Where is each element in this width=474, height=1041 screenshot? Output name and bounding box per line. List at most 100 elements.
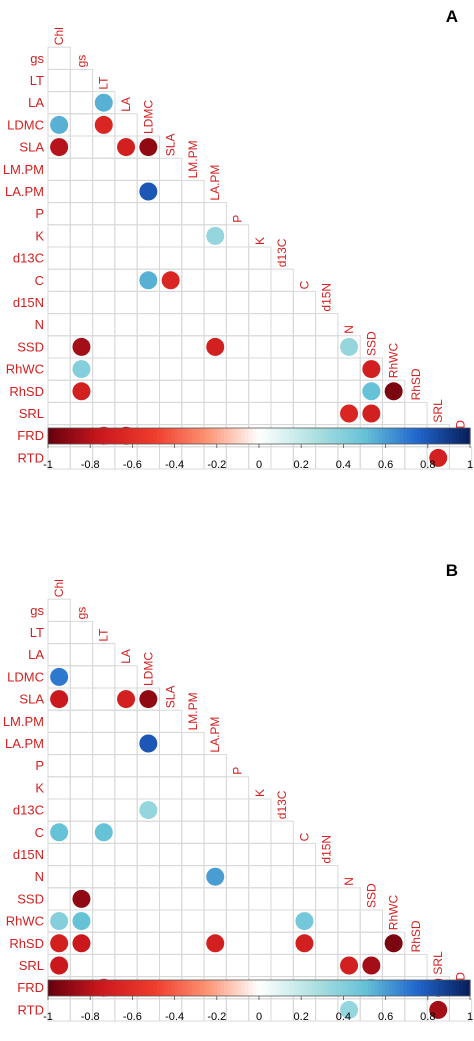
colorbar-segment bbox=[276, 428, 281, 444]
grid-cell bbox=[114, 842, 138, 867]
grid-cell bbox=[270, 909, 294, 933]
colorbar-segment bbox=[241, 428, 246, 444]
colorbar-segment bbox=[420, 980, 425, 996]
row-label: RTD bbox=[18, 450, 44, 465]
grid-cell bbox=[248, 401, 272, 426]
grid-cell bbox=[114, 953, 138, 978]
correlation-circle bbox=[362, 404, 381, 423]
colorbar-segment bbox=[164, 980, 169, 996]
colorbar-segment bbox=[51, 428, 56, 444]
row-label: RhWC bbox=[6, 914, 44, 929]
grid-cell bbox=[270, 268, 294, 292]
colorbar-segment bbox=[216, 428, 221, 444]
colorbar-segment bbox=[427, 428, 432, 444]
colorbar-tick-label: 0 bbox=[256, 1011, 262, 1023]
grid-cell bbox=[47, 401, 71, 426]
column-label: N bbox=[342, 877, 356, 886]
row-label: LM.PM bbox=[3, 162, 44, 177]
colorbar-segment bbox=[308, 428, 313, 444]
colorbar-segment bbox=[462, 980, 468, 996]
grid-cell bbox=[382, 953, 406, 978]
colorbar-segment bbox=[399, 428, 404, 444]
grid-cell bbox=[181, 909, 205, 933]
colorbar-segment bbox=[364, 428, 369, 444]
correlation-circle bbox=[50, 823, 69, 842]
colorbar-segment bbox=[455, 980, 461, 996]
correlation-circle bbox=[429, 1000, 448, 1019]
grid-cell bbox=[159, 865, 183, 889]
colorbar-segment bbox=[128, 428, 133, 444]
grid-cell bbox=[69, 179, 94, 204]
grid-cell bbox=[69, 953, 94, 978]
colorbar-segment bbox=[273, 428, 278, 444]
column-label: d13C bbox=[275, 238, 289, 267]
grid-cell bbox=[181, 202, 205, 226]
colorbar-segment bbox=[107, 980, 112, 996]
colorbar-segment bbox=[48, 980, 53, 996]
colorbar-segment bbox=[139, 428, 144, 444]
grid-cell bbox=[69, 731, 94, 756]
colorbar-segment bbox=[230, 428, 235, 444]
correlation-circle bbox=[206, 934, 225, 953]
colorbar-segment bbox=[216, 980, 221, 996]
correlation-circle bbox=[340, 337, 359, 356]
grid-cell bbox=[159, 931, 183, 955]
grid-cell bbox=[270, 887, 294, 911]
grid-cell bbox=[92, 335, 116, 359]
grid-cell bbox=[292, 842, 317, 867]
colorbar-segment bbox=[332, 428, 337, 444]
grid-cell bbox=[248, 887, 272, 911]
colorbar-segment bbox=[413, 980, 418, 996]
colorbar-segment bbox=[178, 980, 183, 996]
column-label: P bbox=[231, 767, 245, 775]
colorbar-segment bbox=[69, 428, 74, 444]
column-label: d15N bbox=[320, 283, 334, 312]
column-label: K bbox=[253, 789, 267, 797]
grid-cell bbox=[292, 290, 317, 315]
row-label: LDMC bbox=[7, 117, 44, 132]
correlation-circle bbox=[206, 867, 225, 886]
colorbar-segment bbox=[167, 428, 172, 444]
colorbar-segment bbox=[181, 980, 186, 996]
grid-cell bbox=[181, 931, 205, 955]
grid-cell bbox=[159, 820, 183, 844]
grid-cell bbox=[181, 401, 205, 426]
grid-cell bbox=[359, 909, 384, 933]
grid-cell bbox=[404, 953, 428, 978]
grid-cell bbox=[248, 313, 272, 337]
grid-cell bbox=[47, 379, 71, 403]
grid-cell bbox=[270, 446, 294, 470]
grid-cell bbox=[159, 357, 183, 381]
colorbar-segment bbox=[244, 428, 250, 444]
grid-cell bbox=[270, 379, 294, 403]
colorbar-segment bbox=[360, 428, 366, 444]
colorbar-segment bbox=[72, 980, 77, 996]
grid-cell bbox=[92, 842, 116, 867]
colorbar-segment bbox=[55, 980, 60, 996]
colorbar-segment bbox=[287, 428, 292, 444]
colorbar-segment bbox=[318, 980, 323, 996]
row-label: P bbox=[35, 206, 44, 221]
correlation-circle bbox=[139, 138, 158, 157]
colorbar-segment bbox=[441, 980, 446, 996]
grid-cell bbox=[114, 709, 138, 733]
row-label: d13C bbox=[13, 803, 44, 818]
grid-cell bbox=[136, 157, 160, 181]
grid-cell bbox=[270, 335, 294, 359]
grid-cell bbox=[203, 313, 227, 337]
colorbar-segment bbox=[213, 980, 218, 996]
grid-cell bbox=[270, 820, 294, 844]
grid-cell bbox=[114, 379, 138, 403]
colorbar-segment bbox=[90, 980, 95, 996]
colorbar-segment bbox=[69, 980, 74, 996]
colorbar-segment bbox=[237, 980, 243, 996]
colorbar-segment bbox=[206, 428, 211, 444]
colorbar-segment bbox=[462, 428, 468, 444]
colorbar-segment bbox=[111, 428, 116, 444]
grid-cell bbox=[270, 290, 294, 315]
colorbar-segment bbox=[273, 980, 278, 996]
correlation-circle bbox=[72, 912, 91, 931]
colorbar-segment bbox=[171, 428, 176, 444]
grid-cell bbox=[47, 202, 71, 226]
grid-cell bbox=[225, 820, 250, 844]
